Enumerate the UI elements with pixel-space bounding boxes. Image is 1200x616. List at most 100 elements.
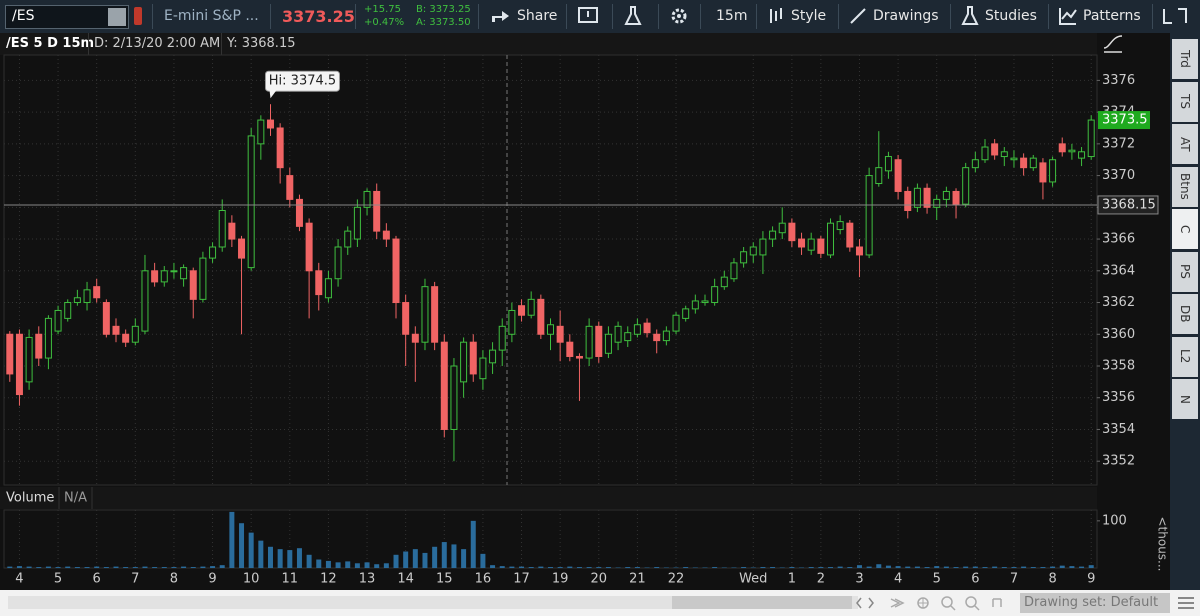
drawings-button[interactable]: Drawings: [873, 8, 939, 24]
volume-bar: [1011, 567, 1017, 568]
x-tick-label: 8: [1048, 572, 1056, 587]
candle-body: [566, 341, 574, 357]
x-tick-label: 14: [397, 572, 414, 587]
description: E-mini S&P ...: [164, 8, 259, 24]
volume-bar: [335, 562, 341, 568]
volume-bar: [509, 566, 515, 568]
sidebar-tab[interactable]: DB: [1172, 294, 1198, 334]
volume-bar: [277, 549, 283, 568]
volume-bar: [258, 540, 264, 568]
candle-body: [672, 314, 680, 332]
y-tick-label: 3354: [1102, 422, 1135, 437]
volume-bar: [26, 566, 32, 568]
volume-bar: [866, 566, 872, 568]
candle-body: [730, 262, 738, 280]
sidebar-tab[interactable]: TS: [1172, 81, 1198, 122]
volume-title: Volume: [6, 491, 54, 506]
volume-bar: [152, 567, 158, 568]
volume-bar: [123, 567, 129, 568]
candle-body: [93, 286, 101, 299]
candle-body: [1068, 149, 1076, 153]
sidebar-tab[interactable]: C: [1172, 209, 1198, 249]
sidebar-tab[interactable]: PS: [1172, 251, 1198, 292]
candle-body: [788, 222, 796, 242]
volume-bar: [393, 554, 399, 568]
symbol-input[interactable]: /ES: [5, 5, 129, 29]
x-tick-label: 1: [788, 572, 796, 587]
scroll-track[interactable]: [8, 596, 858, 609]
candle-body: [411, 333, 419, 343]
sidebar-tab[interactable]: AT: [1172, 124, 1198, 164]
alert-button[interactable]: [578, 7, 600, 25]
drawings-icon: [850, 8, 866, 24]
drawing-set-menu[interactable]: [1176, 596, 1196, 610]
candle-body: [44, 317, 52, 359]
candle-body: [778, 222, 786, 234]
volume-bar: [200, 566, 206, 568]
high-label: Hi: 3374.5: [269, 74, 336, 89]
dropdown[interactable]: [108, 8, 126, 26]
candle-body: [701, 300, 709, 304]
sidebar-tab[interactable]: Btns: [1172, 166, 1198, 207]
divider: [88, 33, 89, 55]
volume-bar: [470, 520, 476, 568]
candle-body: [962, 167, 970, 205]
candle-body: [469, 341, 477, 375]
chart-header: /ES 5 D 15m D: 2/13/20 2:00 AM Y: 3368.1…: [0, 33, 1097, 55]
candle-body: [971, 159, 979, 169]
volume-bar: [354, 563, 360, 568]
crosshair-y: Y: 3368.15: [227, 36, 296, 51]
patterns-button[interactable]: Patterns: [1083, 8, 1141, 24]
sidebar-tab[interactable]: N: [1172, 379, 1198, 419]
drawing-set-box[interactable]: Drawing set: Default: [1020, 593, 1170, 613]
settings-button[interactable]: [670, 7, 688, 25]
sidebar-tab[interactable]: L2: [1172, 336, 1198, 377]
candle-body: [1078, 151, 1086, 159]
candle-body: [740, 251, 748, 264]
crosshair-tag: [1097, 195, 1159, 215]
x-tick-label: 16: [475, 572, 492, 587]
volume-bar: [422, 552, 428, 568]
more-button[interactable]: [1162, 7, 1188, 25]
scroll-thumb[interactable]: [672, 596, 852, 609]
candle-body: [894, 159, 902, 192]
candle-body: [189, 270, 197, 300]
volume-bar: [84, 567, 90, 568]
last-price-tag: [1098, 111, 1150, 130]
candle-body: [64, 302, 72, 319]
candle-body: [450, 365, 458, 430]
candle-body: [498, 325, 506, 351]
volume-bar: [567, 566, 573, 568]
candle-body: [199, 257, 207, 300]
volume-bar: [103, 567, 109, 568]
zoom-controls[interactable]: [855, 595, 1015, 611]
y-tick-label: 3352: [1102, 454, 1135, 469]
share-button[interactable]: Share: [517, 8, 558, 24]
candle-body: [855, 246, 863, 256]
candle-body: [276, 127, 284, 169]
x-tick-label: 4: [894, 572, 902, 587]
crosshair-date: D: 2/13/20 2:00 AM: [94, 36, 221, 51]
style-button[interactable]: Style: [791, 8, 827, 24]
axis-icon[interactable]: [1103, 35, 1123, 53]
x-tick-label: 19: [552, 572, 569, 587]
volume-bar: [963, 566, 969, 568]
volume-bar: [895, 566, 901, 568]
lab-button[interactable]: [624, 6, 642, 26]
volume-bar: [441, 542, 447, 568]
volume-bar: [596, 567, 602, 568]
interval-button[interactable]: 15m: [716, 8, 748, 24]
change: +15.75: [364, 4, 402, 15]
candle-body: [131, 325, 139, 343]
drawing-set: Drawing set: Default: [1024, 595, 1159, 610]
volume-bar: [586, 567, 592, 568]
volume-bar: [461, 549, 467, 568]
sidebar-tab[interactable]: Trd: [1172, 39, 1198, 79]
studies-button[interactable]: Studies: [985, 8, 1037, 24]
candle-body: [662, 330, 670, 342]
candle-body: [102, 302, 110, 335]
volume-unit: <thous...: [1156, 516, 1170, 571]
volume-bar: [1069, 566, 1075, 568]
volume-bar: [45, 566, 51, 568]
volume-bar: [132, 567, 138, 568]
